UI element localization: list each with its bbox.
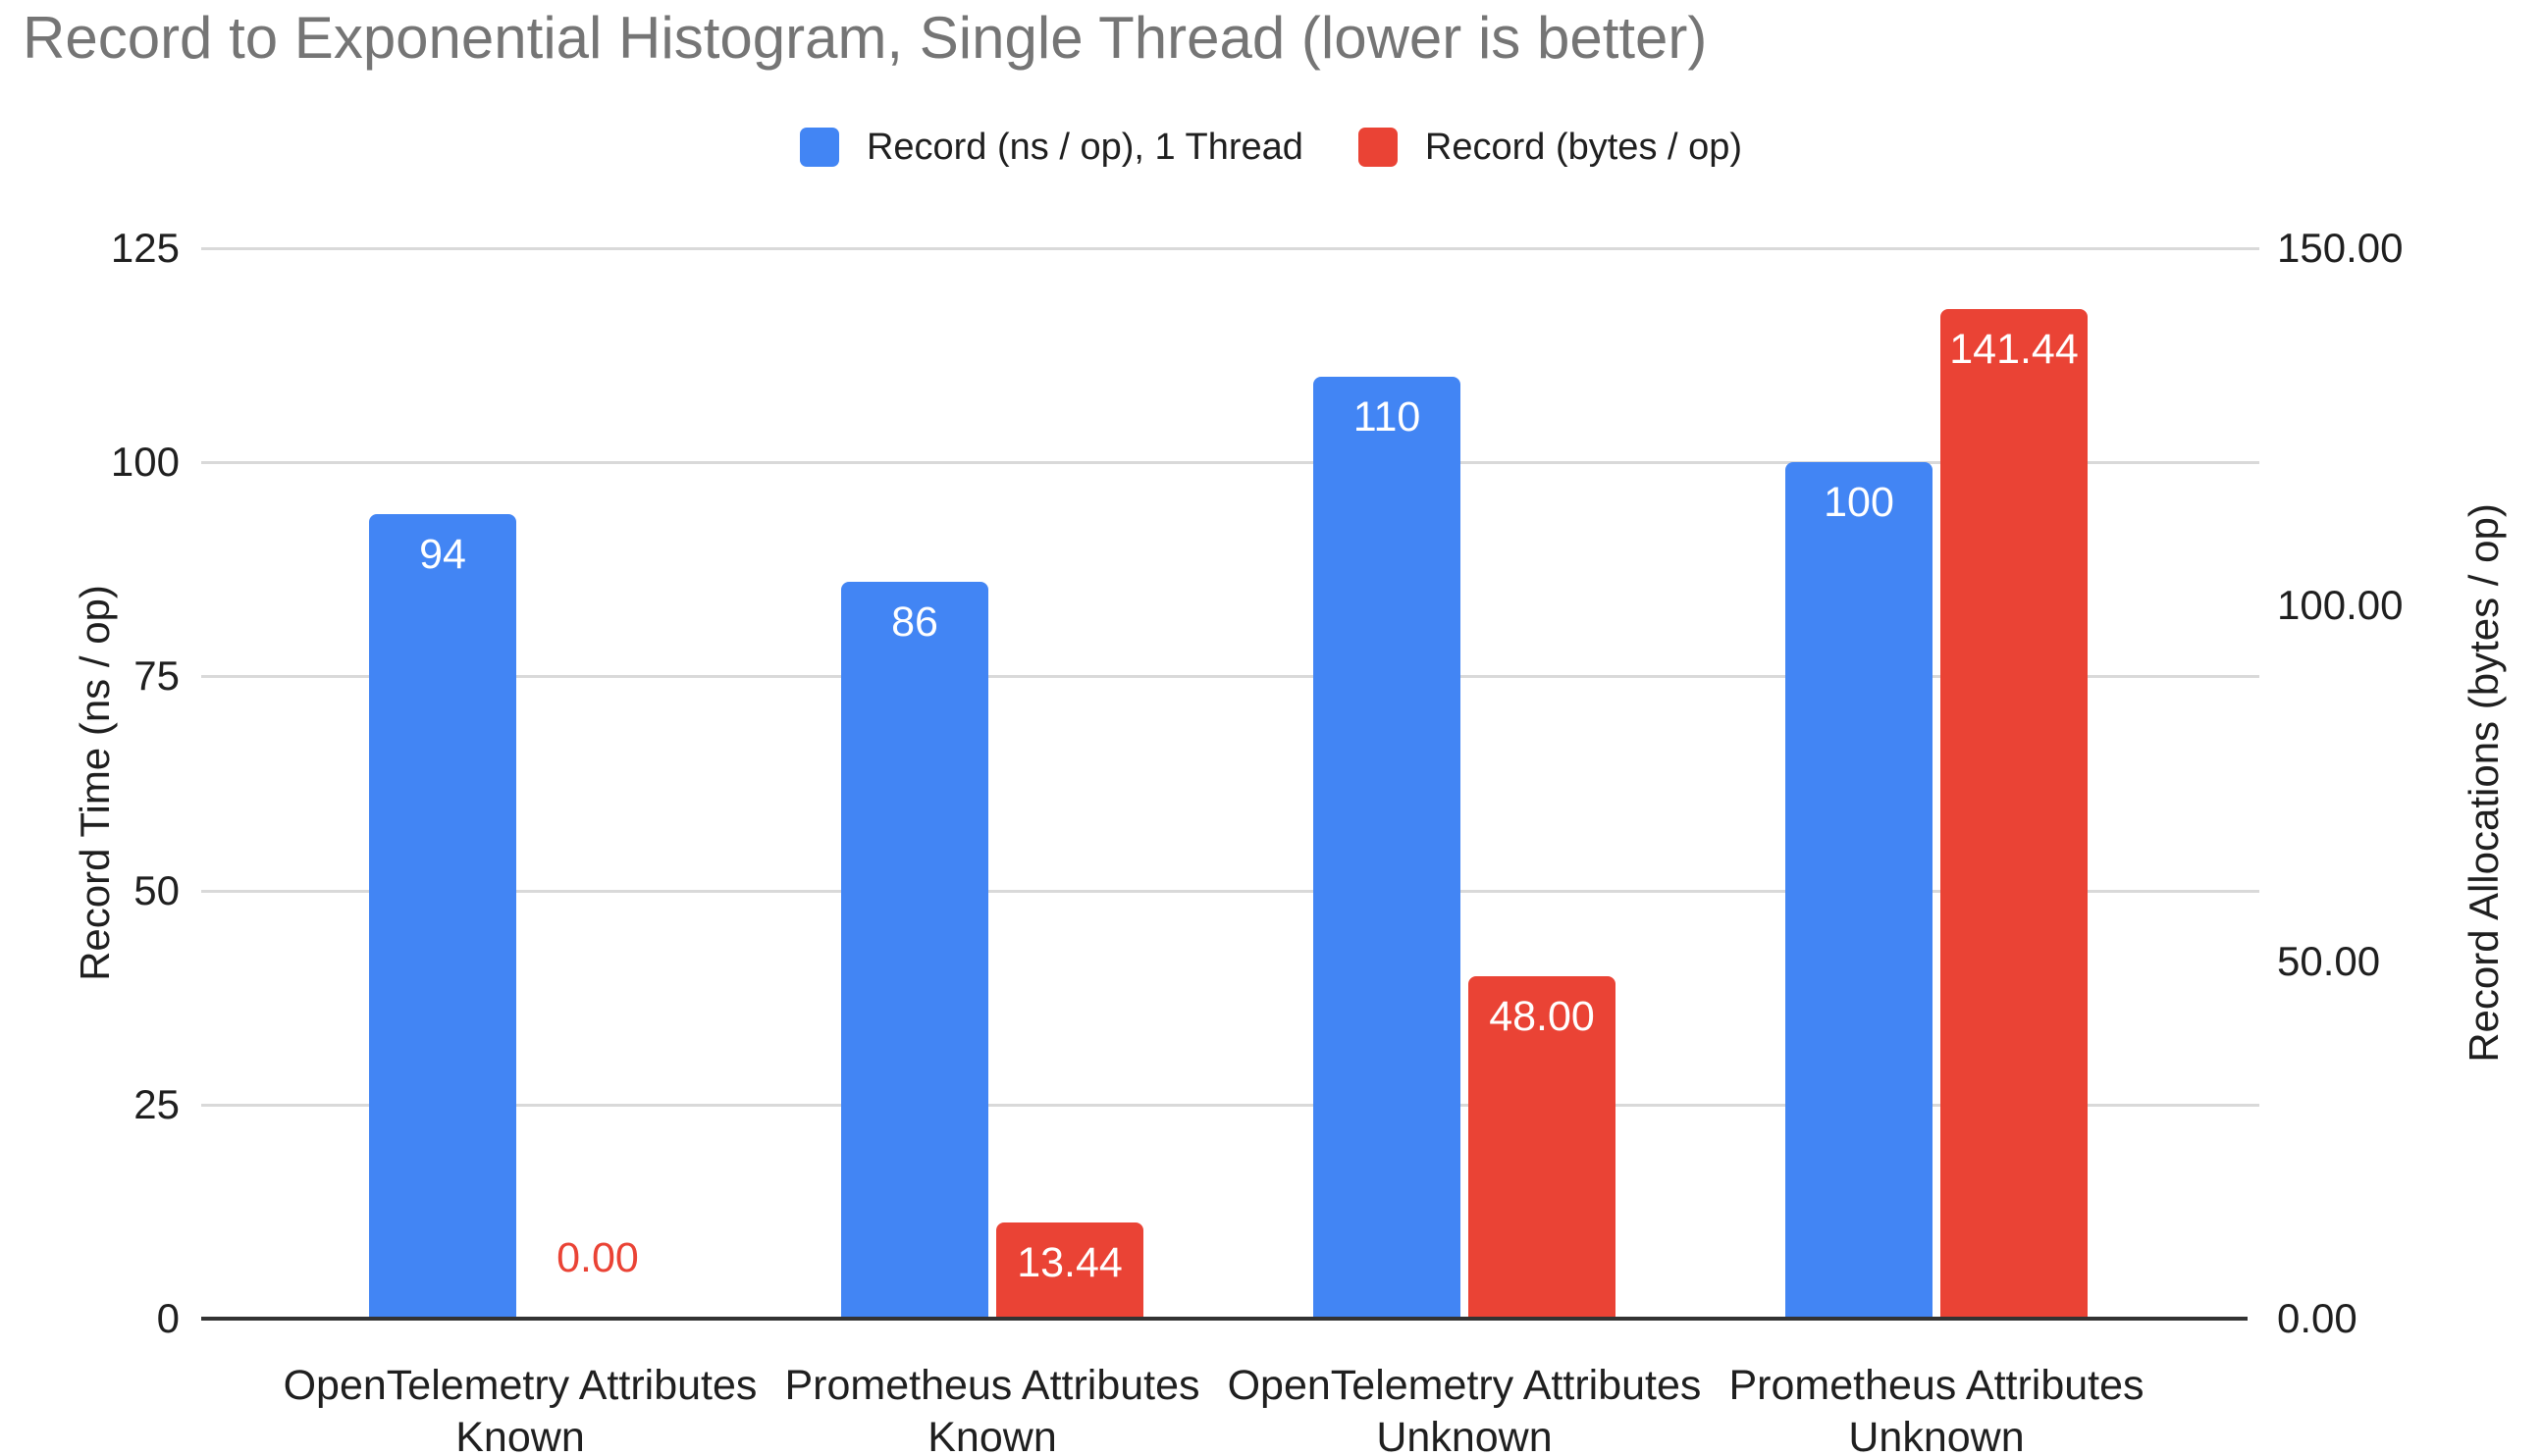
legend: Record (ns / op), 1 Thread Record (bytes… [0,124,2542,171]
bar-ns-op[interactable] [1785,462,1933,1319]
category-label-line: Known [455,1414,585,1456]
category-label-line: OpenTelemetry Attributes [283,1362,758,1409]
bar-value-label: 0.00 [556,1234,639,1281]
right-axis-tick-mark [2248,889,2259,893]
right-axis-tick-label: 150.00 [2277,225,2404,271]
bar-value-label: 141.44 [1949,326,2079,374]
gridline [201,889,2248,893]
bar-value-label: 13.44 [1017,1239,1123,1287]
right-axis-tick-label: 0.00 [2277,1295,2357,1341]
bar-value-label: 48.00 [1489,992,1595,1040]
legend-swatch-red [1357,128,1398,167]
right-axis-tick-mark [2248,247,2259,250]
category-label-line: Prometheus Attributes [1728,1362,2145,1409]
bar-ns-op[interactable] [841,582,988,1319]
right-axis-tick-mark [2248,1103,2259,1107]
category-label-line: OpenTelemetry Attributes [1227,1362,1702,1409]
bar-bytes-op[interactable] [1940,309,2088,1319]
legend-swatch-blue [799,128,839,167]
legend-item-record-bytes[interactable]: Record (bytes / op) [1357,126,1743,169]
right-axis-tick-mark [2248,461,2259,465]
left-axis-tick-label: 25 [133,1080,180,1127]
bar-value-label: 100 [1824,479,1894,527]
gridline [201,461,2248,465]
bar-bytes-op[interactable] [1468,975,1615,1319]
bar-value-label: 94 [419,530,466,578]
left-axis-tick-label: 100 [110,439,180,486]
legend-label: Record (bytes / op) [1424,126,1743,168]
gridline [201,247,2248,250]
left-axis-tick-label: 50 [133,866,180,913]
chart-title: Record to Exponential Histogram, Single … [23,5,1708,71]
legend-label: Record (ns / op), 1 Thread [866,126,1303,168]
left-axis-tick-label: 0 [156,1295,180,1341]
right-axis-tick-mark [2248,675,2259,679]
category-label-line: Known [927,1414,1057,1456]
left-axis-tick-label: 75 [133,652,180,700]
bar-bytes-op[interactable] [996,1222,1143,1319]
category-label: Prometheus Attributes Known [737,1360,1247,1456]
category-label-line: Prometheus Attributes [784,1362,1200,1409]
category-label-line: Unknown [1848,1414,2025,1456]
gridline [201,675,2248,679]
right-axis-tick-label: 50.00 [2277,938,2381,985]
category-label-line: Unknown [1376,1414,1553,1456]
bar-value-label: 86 [891,598,938,647]
bar-ns-op[interactable] [369,513,516,1319]
bar-value-label: 110 [1352,392,1421,441]
x-axis-line [201,1317,2248,1321]
right-axis-tick-label: 100.00 [2277,581,2404,628]
legend-item-record-ns[interactable]: Record (ns / op), 1 Thread [799,126,1303,169]
left-axis-tick-label: 125 [110,225,180,271]
bar-ns-op[interactable] [1313,376,1460,1319]
left-axis-title: Record Time (ns / op) [72,585,118,981]
category-label: Prometheus Attributes Unknown [1681,1360,2192,1456]
category-label: OpenTelemetry Attributes Unknown [1209,1360,1720,1456]
gridline [201,1103,2248,1107]
category-label: OpenTelemetry Attributes Known [265,1360,775,1456]
